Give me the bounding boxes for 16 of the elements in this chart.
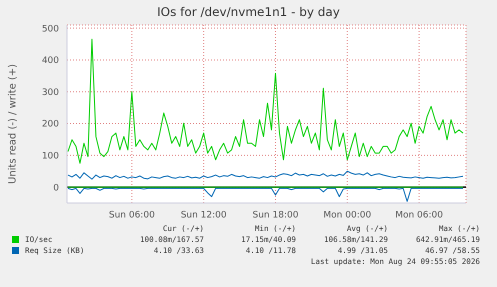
y-axis-title: Units read (-) / write (+): [8, 64, 19, 184]
line-series: [68, 38, 464, 164]
y-tick-label: 400: [42, 56, 60, 66]
y-tick-label: 200: [42, 120, 60, 130]
chart-title: IOs for /dev/nvme1n1 - by day: [156, 5, 341, 19]
x-tick-label: Sun 12:00: [180, 210, 227, 220]
line-series: [68, 188, 464, 202]
x-tick-label: Sun 18:00: [252, 210, 299, 220]
y-tick-label: 300: [42, 88, 60, 98]
y-tick-label: 500: [42, 24, 60, 34]
line-series: [68, 170, 464, 180]
x-tick-label: Mon 06:00: [395, 210, 444, 220]
x-tick-label: Sun 06:00: [108, 210, 156, 220]
y-tick-label: 100: [42, 152, 60, 162]
y-tick-label: 0: [53, 183, 60, 194]
x-tick-label: Mon 00:00: [323, 210, 372, 220]
